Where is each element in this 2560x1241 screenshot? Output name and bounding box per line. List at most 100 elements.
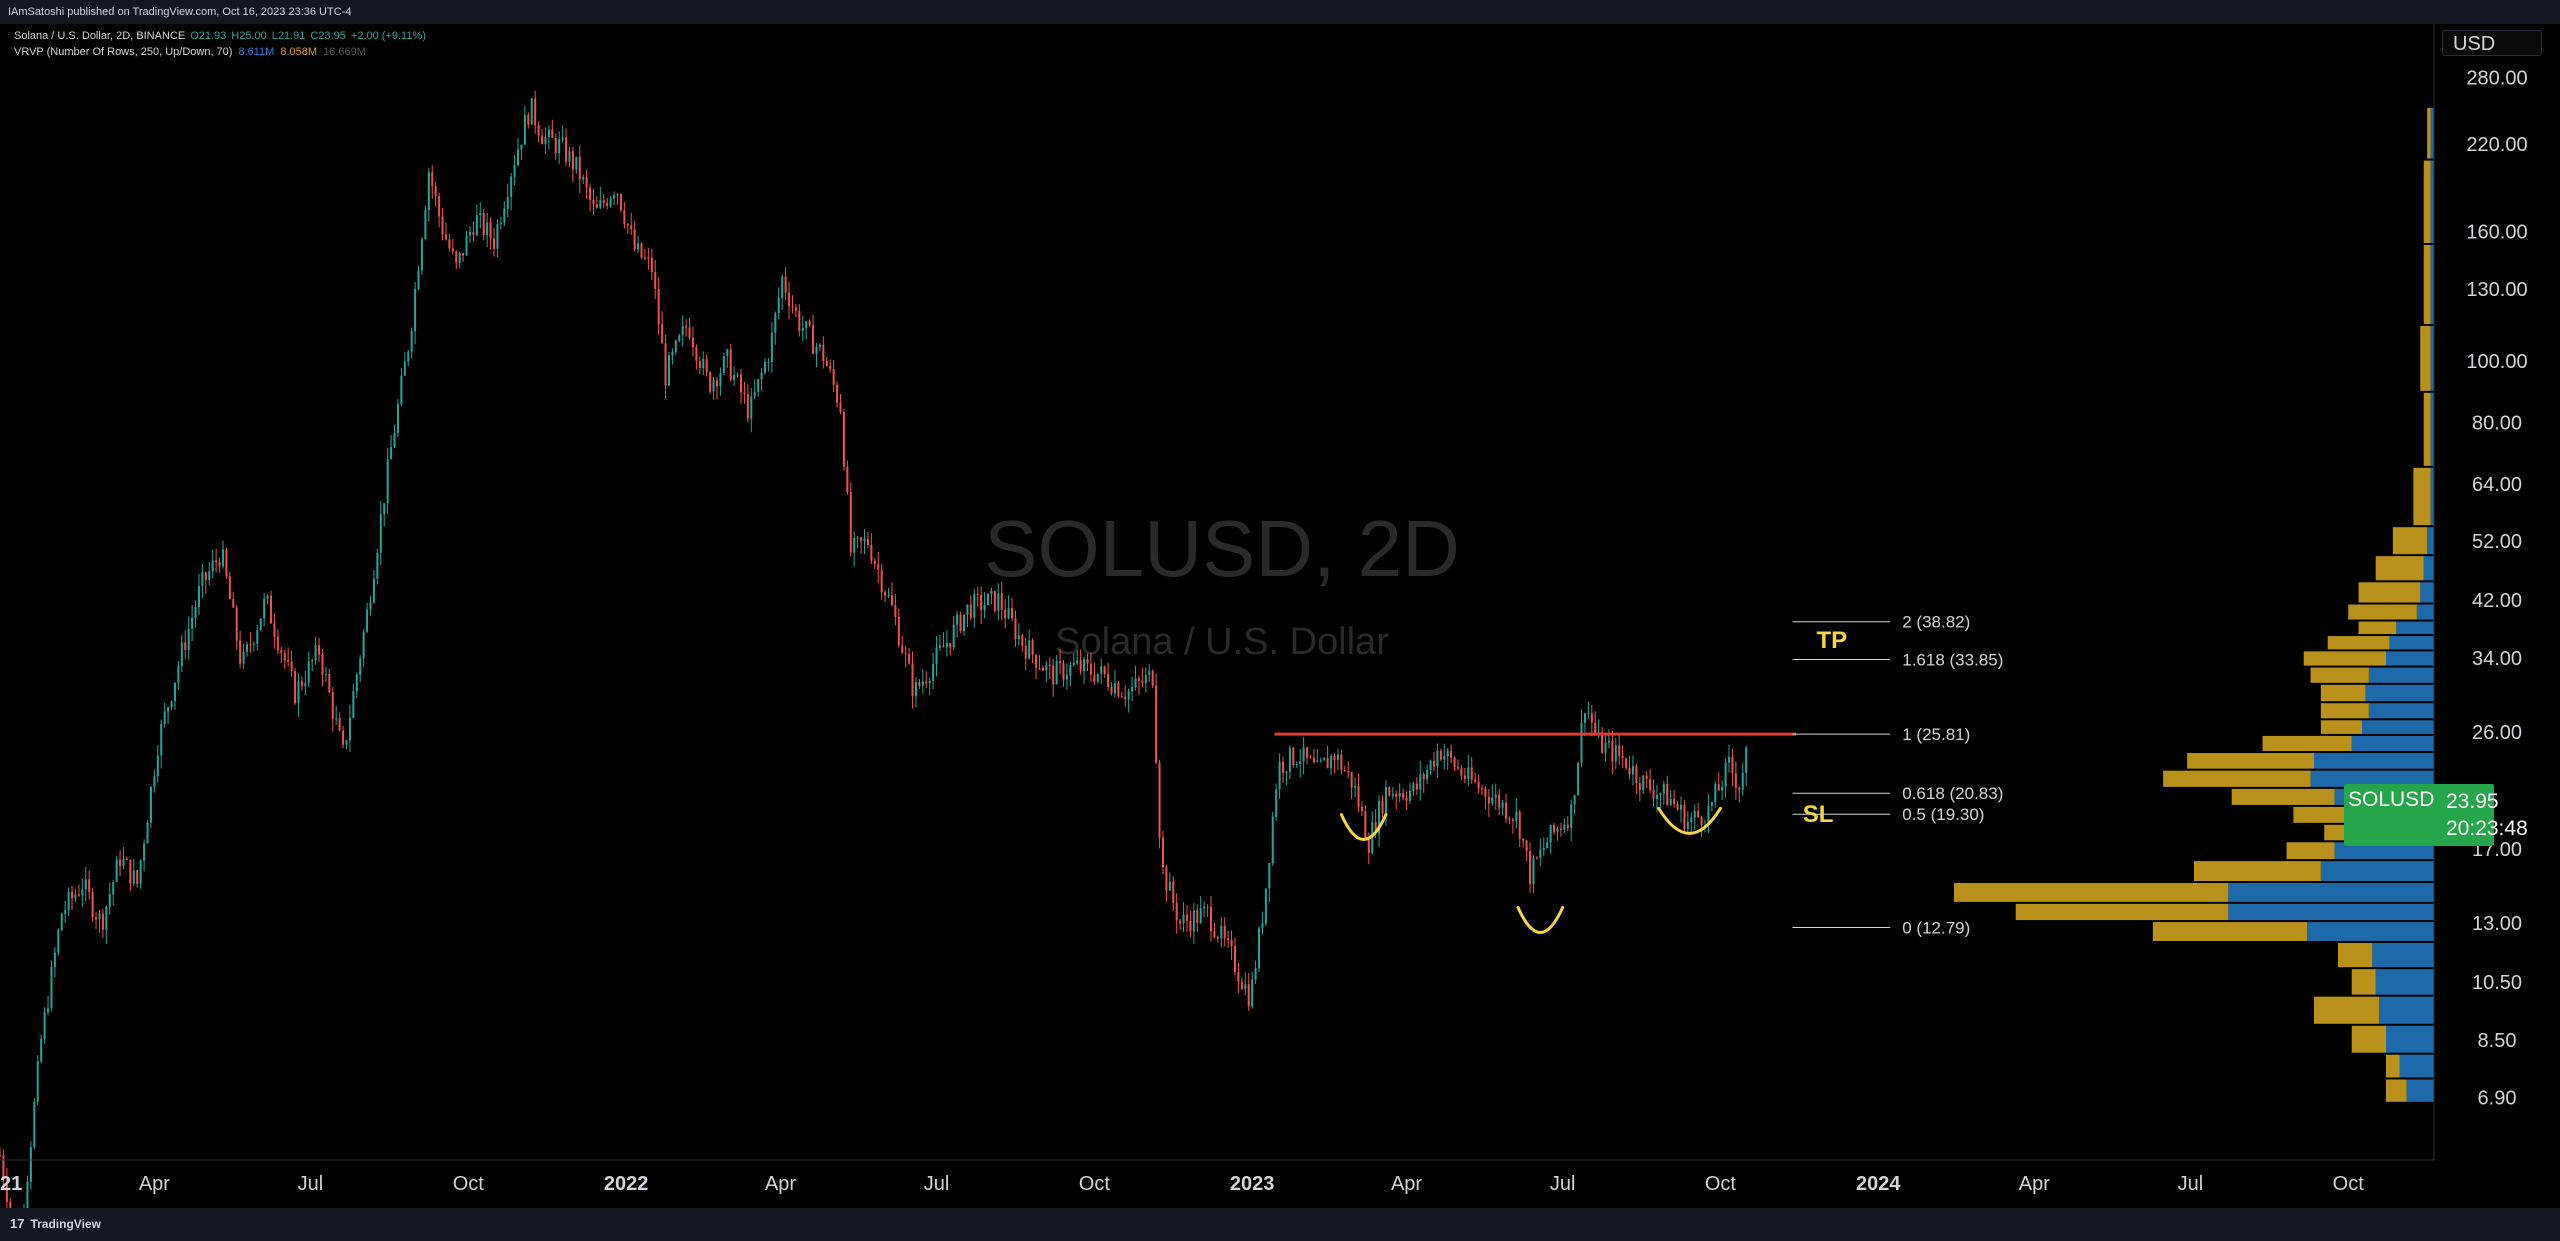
candle[interactable]: [606, 198, 609, 210]
candle[interactable]: [1460, 764, 1463, 781]
candle[interactable]: [455, 250, 458, 270]
candle[interactable]: [1360, 801, 1363, 816]
candle[interactable]: [88, 870, 91, 900]
candle[interactable]: [1728, 744, 1731, 773]
candle[interactable]: [1364, 805, 1367, 839]
candle[interactable]: [146, 820, 149, 844]
candle[interactable]: [451, 238, 454, 255]
candle[interactable]: [149, 785, 152, 829]
candle[interactable]: [1690, 812, 1693, 833]
candle[interactable]: [1203, 901, 1206, 918]
candle[interactable]: [211, 549, 214, 579]
candle[interactable]: [637, 236, 640, 253]
candle[interactable]: [647, 247, 650, 270]
candle[interactable]: [252, 641, 255, 652]
candle[interactable]: [1659, 792, 1662, 808]
candle[interactable]: [715, 377, 718, 400]
candle[interactable]: [757, 378, 760, 397]
candle[interactable]: [702, 351, 705, 376]
candle[interactable]: [369, 595, 372, 616]
candle[interactable]: [1573, 794, 1576, 815]
candle[interactable]: [1686, 811, 1689, 834]
candle[interactable]: [1227, 930, 1230, 948]
candle[interactable]: [1161, 830, 1164, 875]
candle[interactable]: [966, 604, 969, 628]
fib-level[interactable]: 1.618 (33.85): [1792, 650, 2003, 669]
candle[interactable]: [1563, 818, 1566, 833]
candle[interactable]: [1110, 682, 1113, 696]
candle[interactable]: [746, 384, 749, 423]
candle[interactable]: [143, 839, 146, 872]
candle[interactable]: [1069, 661, 1072, 687]
candle[interactable]: [664, 334, 667, 400]
candle[interactable]: [1432, 751, 1435, 772]
candle[interactable]: [952, 615, 955, 651]
candle[interactable]: [571, 146, 574, 183]
candle[interactable]: [335, 705, 338, 725]
candle[interactable]: [0, 1147, 1, 1157]
candle[interactable]: [1089, 652, 1092, 682]
candle[interactable]: [273, 613, 276, 649]
candle[interactable]: [1041, 665, 1044, 671]
candle[interactable]: [1213, 922, 1216, 939]
candle[interactable]: [671, 348, 674, 365]
candle[interactable]: [362, 628, 365, 667]
candle[interactable]: [884, 590, 887, 603]
candle[interactable]: [448, 233, 451, 252]
candle[interactable]: [1710, 801, 1713, 812]
candle[interactable]: [407, 349, 410, 367]
candle[interactable]: [57, 928, 60, 956]
candle[interactable]: [1312, 748, 1315, 764]
candle[interactable]: [1107, 662, 1110, 691]
candle[interactable]: [1196, 904, 1199, 932]
candle[interactable]: [678, 333, 681, 343]
candle[interactable]: [1357, 773, 1360, 813]
candle[interactable]: [1679, 796, 1682, 823]
candle[interactable]: [1590, 704, 1593, 737]
candle[interactable]: [1326, 745, 1329, 769]
candle[interactable]: [53, 947, 56, 978]
candle[interactable]: [1625, 758, 1628, 771]
candle[interactable]: [294, 668, 297, 706]
candle[interactable]: [1076, 649, 1079, 665]
candle[interactable]: [925, 671, 928, 689]
candle[interactable]: [1505, 793, 1508, 824]
candle[interactable]: [1631, 755, 1634, 786]
candle[interactable]: [1697, 803, 1700, 819]
candle[interactable]: [842, 409, 845, 471]
candle[interactable]: [173, 682, 176, 710]
candle[interactable]: [331, 686, 334, 732]
candle[interactable]: [1093, 662, 1096, 685]
candle[interactable]: [1494, 783, 1497, 810]
candle[interactable]: [1655, 785, 1658, 813]
candle[interactable]: [846, 460, 849, 495]
candle[interactable]: [863, 529, 866, 555]
candle[interactable]: [33, 1098, 36, 1150]
candle[interactable]: [60, 912, 63, 931]
tradingview-logo[interactable]: 17 TradingView: [10, 1216, 101, 1231]
candle[interactable]: [270, 590, 273, 624]
candle[interactable]: [880, 564, 883, 600]
candle[interactable]: [184, 630, 187, 660]
candle[interactable]: [438, 192, 441, 228]
candle[interactable]: [1693, 804, 1696, 830]
candle[interactable]: [486, 213, 489, 248]
candle[interactable]: [239, 630, 242, 668]
candle[interactable]: [616, 192, 619, 205]
candle[interactable]: [1028, 629, 1031, 660]
candle[interactable]: [1223, 917, 1226, 947]
candle[interactable]: [551, 119, 554, 139]
candle[interactable]: [472, 221, 475, 241]
candle[interactable]: [420, 236, 423, 275]
candle[interactable]: [1120, 691, 1123, 698]
candle[interactable]: [976, 586, 979, 607]
candle[interactable]: [1614, 737, 1617, 769]
candle[interactable]: [156, 745, 159, 783]
legend-symbol-row[interactable]: Solana / U.S. Dollar, 2D, BINANCE O21.93 H…: [14, 30, 426, 42]
candle[interactable]: [815, 342, 818, 368]
candle[interactable]: [1621, 745, 1624, 769]
candle[interactable]: [311, 658, 314, 672]
candle[interactable]: [170, 700, 173, 710]
candle[interactable]: [1419, 760, 1422, 801]
candle[interactable]: [595, 196, 598, 209]
